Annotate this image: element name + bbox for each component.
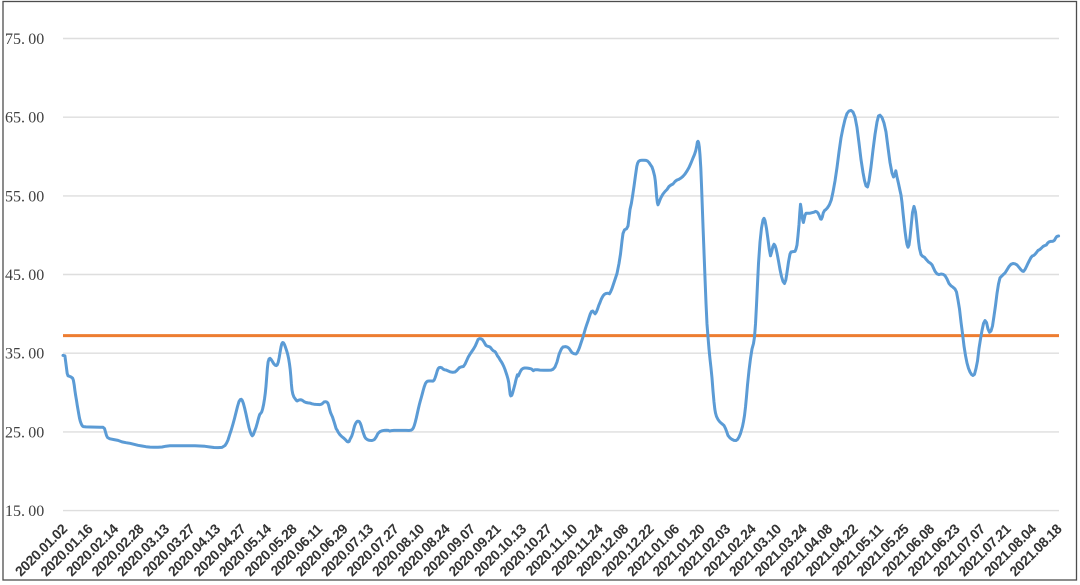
svg-text:35. 00: 35. 00 xyxy=(5,346,44,363)
svg-text:25. 00: 25. 00 xyxy=(5,424,44,441)
svg-text:45. 00: 45. 00 xyxy=(5,267,44,284)
svg-text:65. 00: 65. 00 xyxy=(5,110,44,127)
svg-text:15. 00: 15. 00 xyxy=(5,503,44,520)
svg-text:55. 00: 55. 00 xyxy=(5,188,44,205)
svg-text:75. 00: 75. 00 xyxy=(5,31,44,48)
